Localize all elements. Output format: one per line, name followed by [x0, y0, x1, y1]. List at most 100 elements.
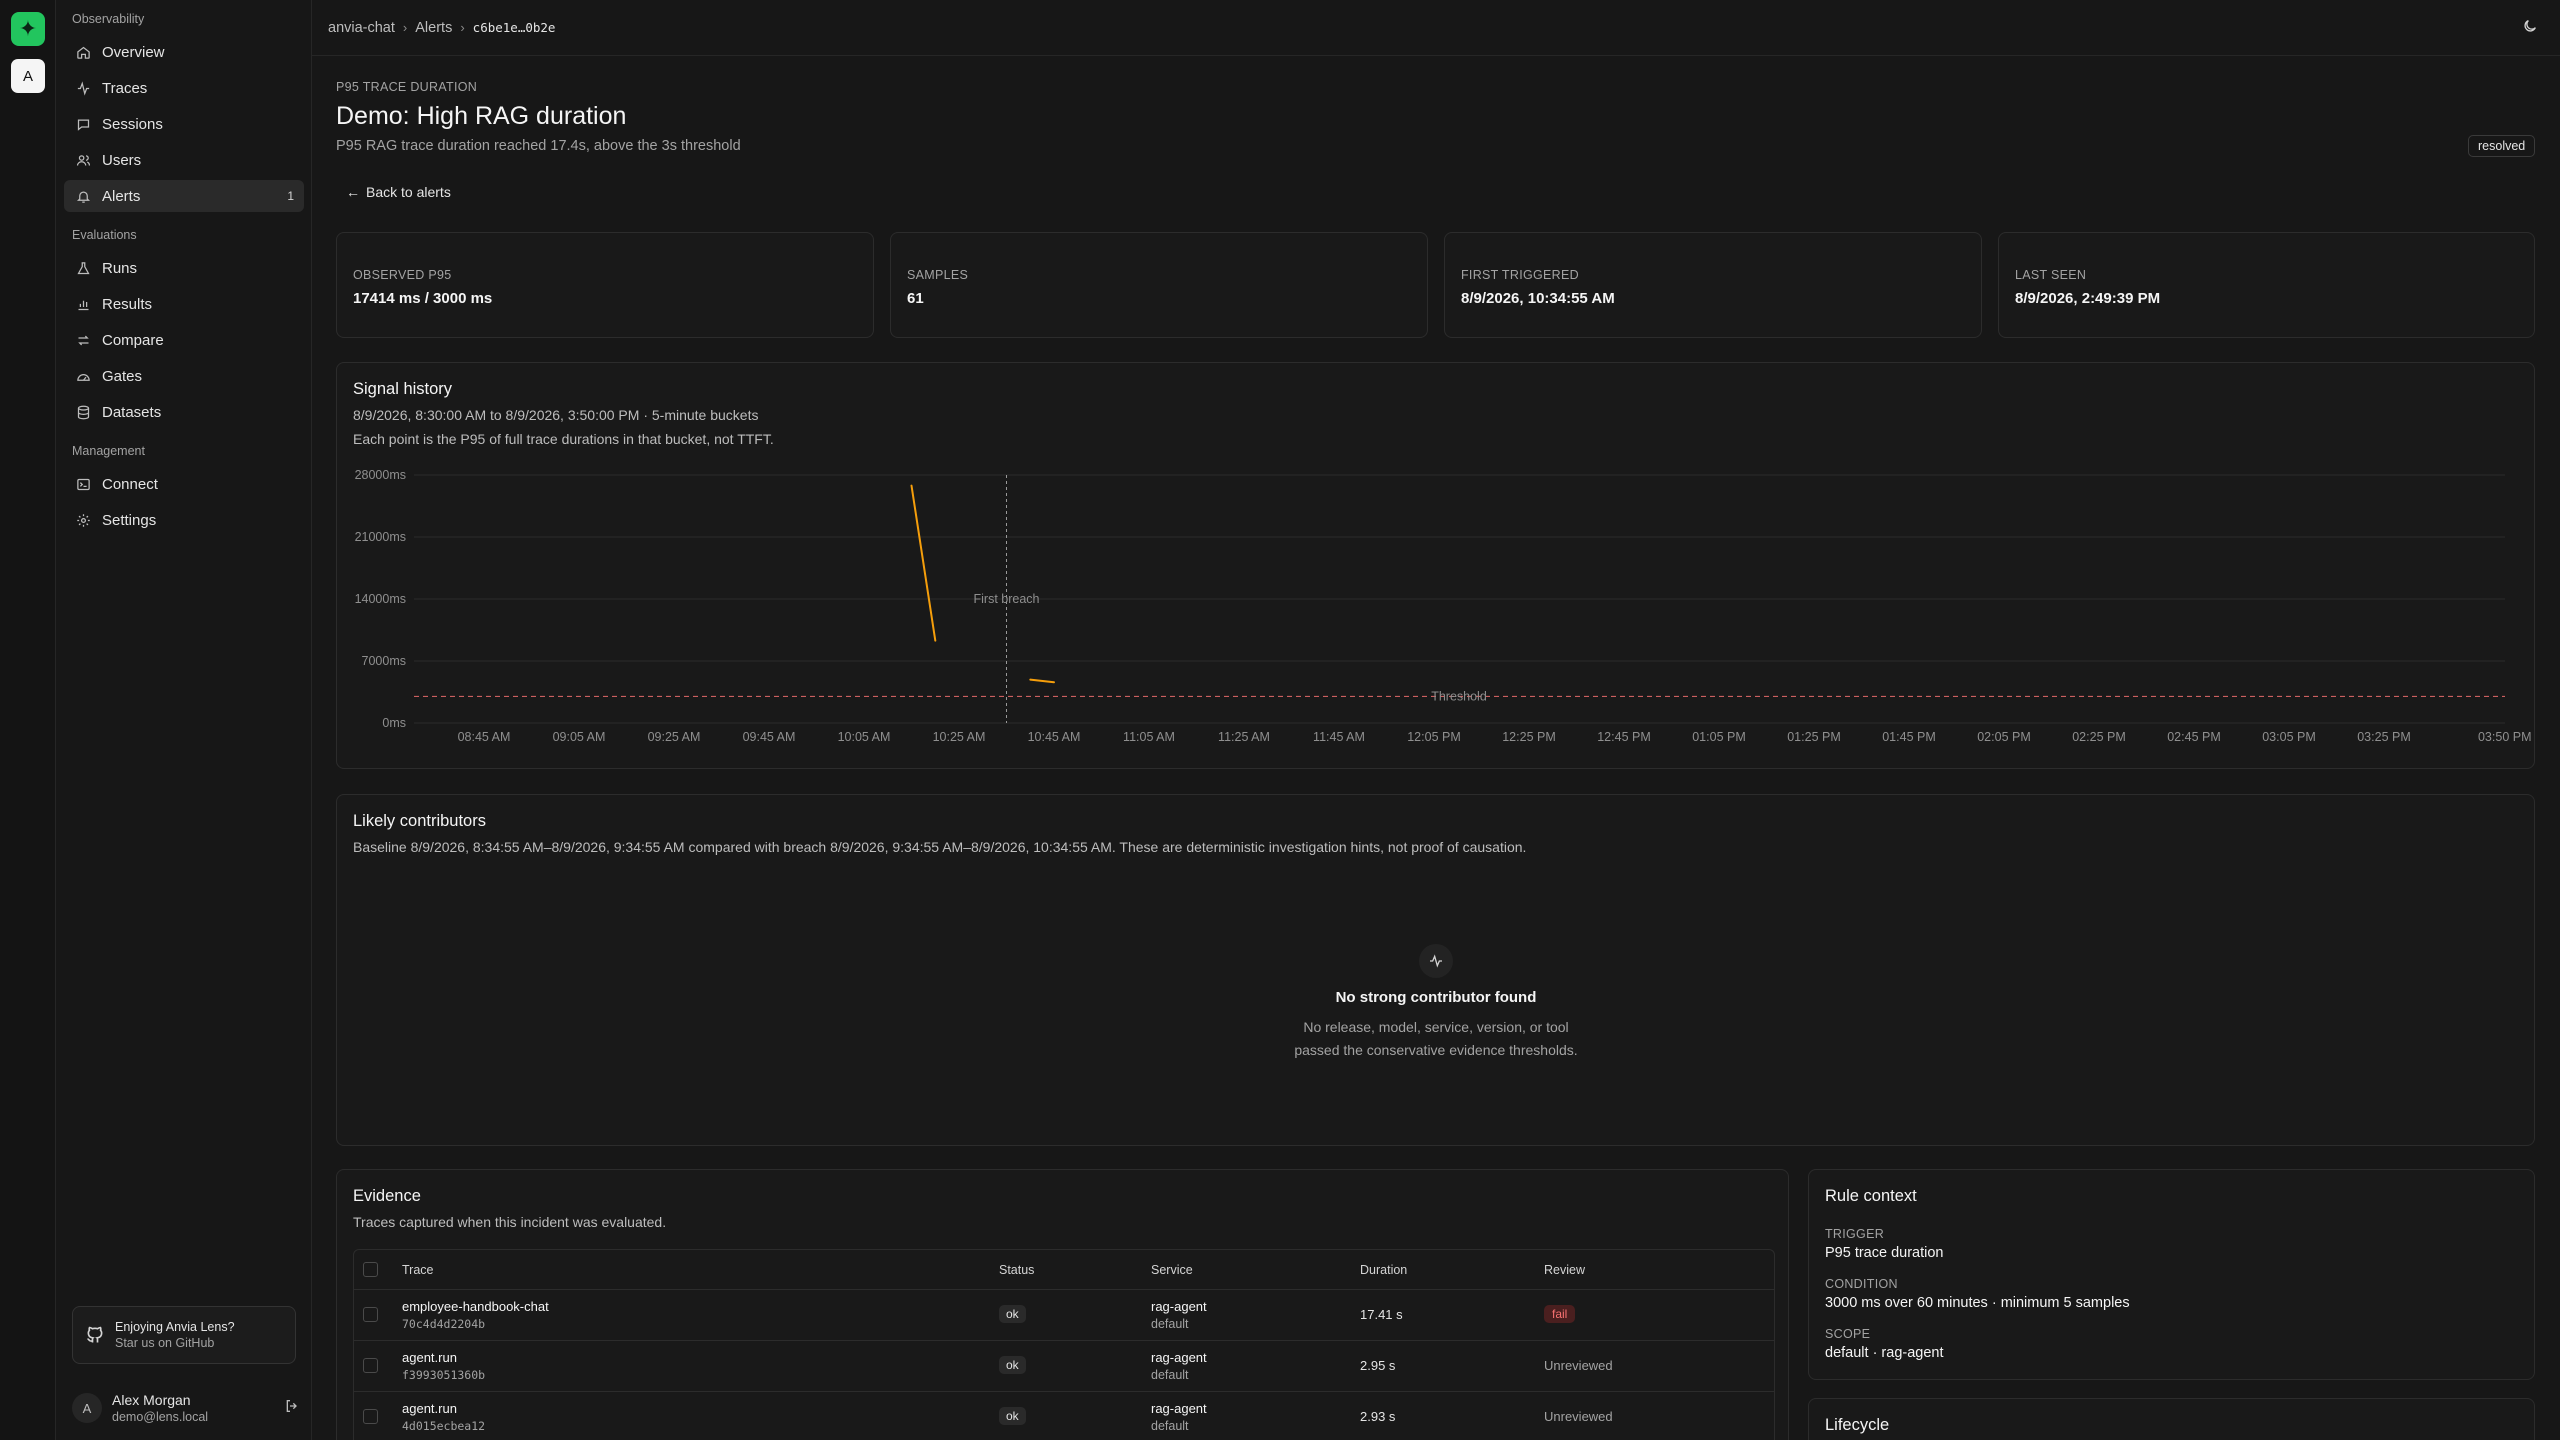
empty-state-title: No strong contributor found	[1335, 989, 1537, 1006]
sparkle-icon[interactable]: ✦	[11, 12, 45, 46]
select-all-checkbox[interactable]	[363, 1262, 378, 1277]
trace-name[interactable]: employee-handbook-chat	[402, 1299, 549, 1314]
page-title: Demo: High RAG duration	[336, 102, 627, 130]
github-icon	[85, 1325, 105, 1345]
evidence-table: Trace Status Service Duration Review emp…	[353, 1249, 1775, 1440]
stat-label: FIRST TRIGGERED	[1461, 268, 1579, 282]
sidebar-item-settings[interactable]: Settings	[64, 504, 304, 536]
user-name: Alex Morgan	[112, 1392, 191, 1408]
breadcrumb-project[interactable]: anvia-chat	[328, 19, 395, 36]
evidence-card: Evidence Traces captured when this incid…	[336, 1169, 1789, 1440]
signal-note: Each point is the P95 of full trace dura…	[353, 431, 774, 447]
service-name: rag-agent	[1151, 1401, 1207, 1416]
rule-trigger-label: TRIGGER	[1825, 1227, 1885, 1241]
workspace-avatar[interactable]: A	[11, 59, 45, 93]
section-title: Lifecycle	[1825, 1416, 1890, 1434]
github-promo-card[interactable]: Enjoying Anvia Lens? Star us on GitHub	[72, 1306, 296, 1364]
signal-range: 8/9/2026, 8:30:00 AM to 8/9/2026, 3:50:0…	[353, 407, 759, 423]
activity-icon	[1419, 944, 1453, 978]
service-name: rag-agent	[1151, 1299, 1207, 1314]
x-tick-label: 12:25 PM	[1502, 730, 1556, 744]
stat-value: 8/9/2026, 10:34:55 AM	[1461, 290, 1615, 307]
stat-card-samples: SAMPLES 61	[890, 232, 1428, 338]
sidebar-item-connect[interactable]: Connect	[64, 468, 304, 500]
sidebar-item-label: Datasets	[102, 403, 162, 421]
sidebar-item-datasets[interactable]: Datasets	[64, 396, 304, 428]
sidebar-item-overview[interactable]: Overview	[64, 36, 304, 68]
stat-value: 61	[907, 290, 924, 307]
x-tick-label: 11:45 AM	[1313, 730, 1365, 744]
sidebar-item-sessions[interactable]: Sessions	[64, 108, 304, 140]
column-header-review[interactable]: Review	[1544, 1263, 1585, 1277]
trace-name[interactable]: agent.run	[402, 1401, 457, 1416]
rule-condition-value: 3000 ms over 60 minutes · minimum 5 samp…	[1825, 1295, 2130, 1311]
rule-context-card: Rule context TRIGGER P95 trace duration …	[1808, 1169, 2535, 1380]
stat-value: 8/9/2026, 2:49:39 PM	[2015, 290, 2161, 307]
user-profile[interactable]: A Alex Morgan demo@lens.local	[72, 1388, 302, 1428]
signal-chart: 28000ms 21000ms 14000ms 7000ms 0ms 08:45 AM 09…	[355, 468, 2532, 744]
back-to-alerts-link[interactable]: ← Back to alerts	[346, 184, 451, 200]
stat-label: LAST SEEN	[2015, 268, 2087, 282]
users-icon	[74, 151, 92, 169]
table-row[interactable]: employee-handbook-chat 70c4d4d2204b ok r…	[354, 1290, 1774, 1341]
sidebar-item-users[interactable]: Users	[64, 144, 304, 176]
user-email: demo@lens.local	[112, 1410, 209, 1424]
trace-id: 4d015ecbea12	[402, 1419, 486, 1433]
trace-id: f3993051360b	[402, 1368, 486, 1382]
logout-icon[interactable]	[284, 1398, 302, 1416]
sidebar-item-traces[interactable]: Traces	[64, 72, 304, 104]
stat-value: 17414 ms / 3000 ms	[353, 290, 493, 307]
sidebar-item-gates[interactable]: Gates	[64, 360, 304, 392]
sidebar-item-label: Traces	[102, 79, 148, 97]
sidebar-item-alerts[interactable]: Alerts 1	[64, 180, 304, 212]
sidebar-item-compare[interactable]: Compare	[64, 324, 304, 356]
moon-icon[interactable]	[2522, 18, 2540, 36]
rule-scope-label: SCOPE	[1825, 1327, 1871, 1341]
promo-subtitle: Star us on GitHub	[115, 1336, 215, 1350]
sidebar: Observability Overview Traces Sessions U…	[56, 0, 312, 1440]
sidebar-item-label: Connect	[102, 475, 158, 493]
x-tick-label: 10:25 AM	[933, 730, 986, 744]
breadcrumb-alert-id: c6be1e…0b2e	[472, 20, 556, 35]
trace-name[interactable]: agent.run	[402, 1350, 457, 1365]
bar-chart-icon	[74, 295, 92, 313]
x-tick-label: 10:05 AM	[838, 730, 891, 744]
rule-scope-value: default · rag-agent	[1825, 1345, 1944, 1361]
stat-card-first-triggered: FIRST TRIGGERED 8/9/2026, 10:34:55 AM	[1444, 232, 1982, 338]
breadcrumb-alerts[interactable]: Alerts	[415, 19, 453, 36]
x-tick-label: 11:25 AM	[1218, 730, 1270, 744]
table-row[interactable]: agent.run 4d015ecbea12 ok rag-agent defa…	[354, 1392, 1774, 1440]
column-header-duration[interactable]: Duration	[1360, 1263, 1408, 1277]
x-tick-label: 03:25 PM	[2357, 730, 2411, 744]
x-tick-label: 12:45 PM	[1597, 730, 1651, 744]
avatar: A	[72, 1393, 102, 1423]
sidebar-item-results[interactable]: Results	[64, 288, 304, 320]
sidebar-item-label: Runs	[102, 259, 138, 277]
duration: 2.93 s	[1360, 1409, 1396, 1424]
table-row[interactable]: agent.run f3993051360b ok rag-agent defa…	[354, 1341, 1774, 1392]
x-tick-label: 09:05 AM	[553, 730, 606, 744]
activity-icon	[74, 79, 92, 97]
service-env: default	[1151, 1419, 1189, 1433]
top-bar: anvia-chat › Alerts › c6be1e…0b2e	[312, 0, 2560, 56]
row-checkbox[interactable]	[363, 1409, 378, 1424]
sidebar-item-label: Overview	[102, 43, 165, 61]
column-header-service[interactable]: Service	[1151, 1263, 1193, 1277]
duration: 2.95 s	[1360, 1358, 1396, 1373]
x-tick-label: 01:45 PM	[1882, 730, 1936, 744]
x-tick-label: 12:05 PM	[1407, 730, 1461, 744]
section-title: Likely contributors	[353, 812, 486, 830]
sidebar-item-label: Results	[102, 295, 153, 313]
column-header-trace[interactable]: Trace	[402, 1263, 434, 1277]
row-checkbox[interactable]	[363, 1358, 378, 1373]
flask-icon	[74, 259, 92, 277]
column-header-status[interactable]: Status	[999, 1263, 1035, 1277]
sidebar-item-runs[interactable]: Runs	[64, 252, 304, 284]
trace-id: 70c4d4d2204b	[402, 1317, 486, 1331]
bell-icon	[74, 187, 92, 205]
sidebar-item-label: Alerts	[102, 187, 141, 205]
row-checkbox[interactable]	[363, 1307, 378, 1322]
stat-card-last-seen: LAST SEEN 8/9/2026, 2:49:39 PM	[1998, 232, 2535, 338]
first-breach-label: First breach	[974, 592, 1040, 606]
review-badge: fail	[1544, 1305, 1576, 1323]
